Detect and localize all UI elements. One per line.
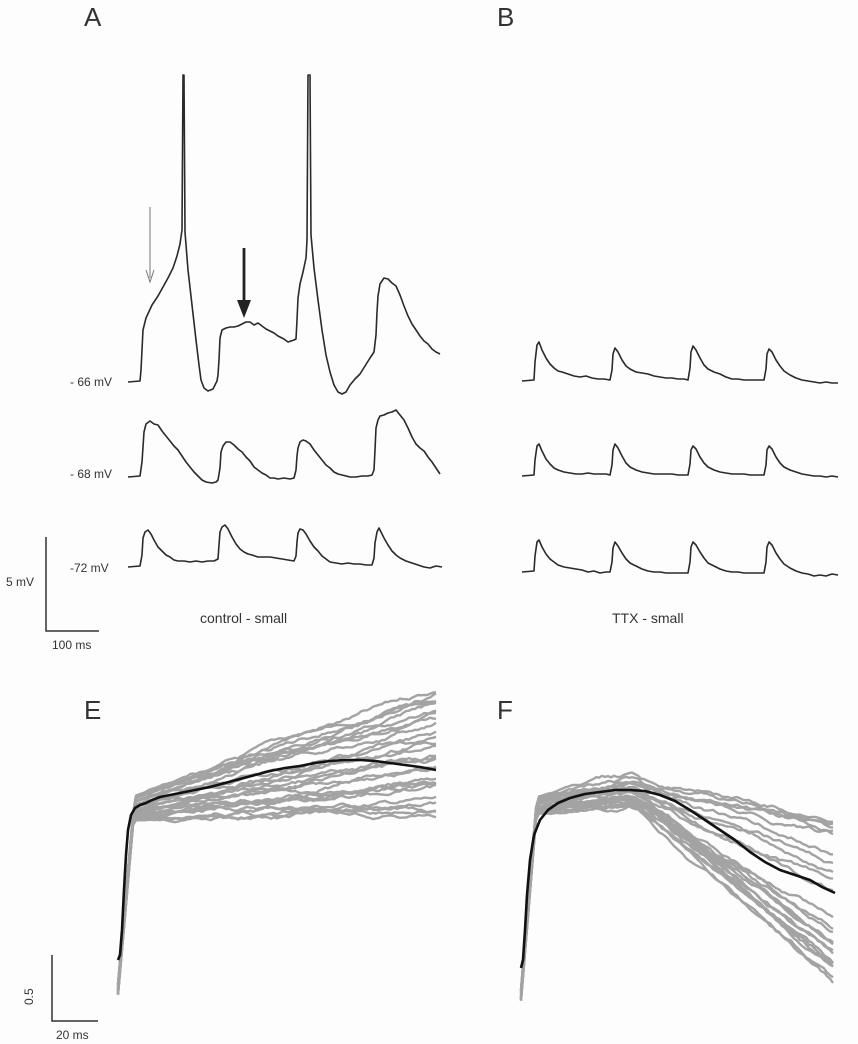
caption-control-small: control - small <box>200 610 288 626</box>
individual-trace <box>519 803 834 1001</box>
individual-trace <box>116 808 437 995</box>
trace-b-top <box>521 341 838 384</box>
individual-trace <box>519 771 833 990</box>
individual-trace <box>116 691 437 985</box>
trace-b-bottom <box>521 539 839 577</box>
individual-trace <box>519 789 834 997</box>
panel-letter-a: A <box>84 2 102 32</box>
trace-a-72mv <box>127 524 443 569</box>
panel-f-individual-traces <box>519 771 834 1001</box>
panel-letter-b: B <box>497 2 515 32</box>
scalebar-e-horizontal-label: 20 ms <box>56 1028 89 1042</box>
trace-a-66mv <box>127 74 441 395</box>
individual-trace <box>116 806 437 996</box>
trace-label-72mv: -72 mV <box>70 561 109 575</box>
scalebar-e <box>51 955 98 1022</box>
individual-trace <box>519 775 834 991</box>
panel-letter-f: F <box>497 695 513 725</box>
panel-e-individual-traces <box>116 691 437 996</box>
individual-trace <box>116 741 437 989</box>
trace-label-68mv: - 68 mV <box>70 467 113 481</box>
panel-e-mean-trace <box>116 758 437 961</box>
individual-trace <box>519 799 834 999</box>
individual-trace <box>116 795 437 995</box>
scalebar-a-horizontal-label: 100 ms <box>52 638 92 652</box>
scalebar-a-vertical-label: 5 mV <box>6 575 35 589</box>
individual-trace <box>116 804 437 995</box>
panel-letter-e: E <box>84 695 102 725</box>
thick-arrow-icon <box>237 248 251 318</box>
individual-trace <box>116 744 437 989</box>
caption-ttx-small: TTX - small <box>612 610 684 626</box>
individual-trace <box>116 801 437 995</box>
thin-arrow-icon <box>145 207 155 284</box>
trace-b-middle <box>521 443 839 478</box>
trace-a-68mv <box>127 409 441 484</box>
trace-label-66mv: - 66 mV <box>70 375 113 389</box>
individual-trace <box>116 721 437 987</box>
individual-trace <box>116 692 437 985</box>
individual-trace <box>519 780 834 991</box>
individual-trace <box>519 786 834 993</box>
individual-trace <box>116 701 437 986</box>
panel-f-mean-trace <box>519 788 836 969</box>
scalebar-a <box>45 537 99 632</box>
individual-trace <box>116 783 437 994</box>
